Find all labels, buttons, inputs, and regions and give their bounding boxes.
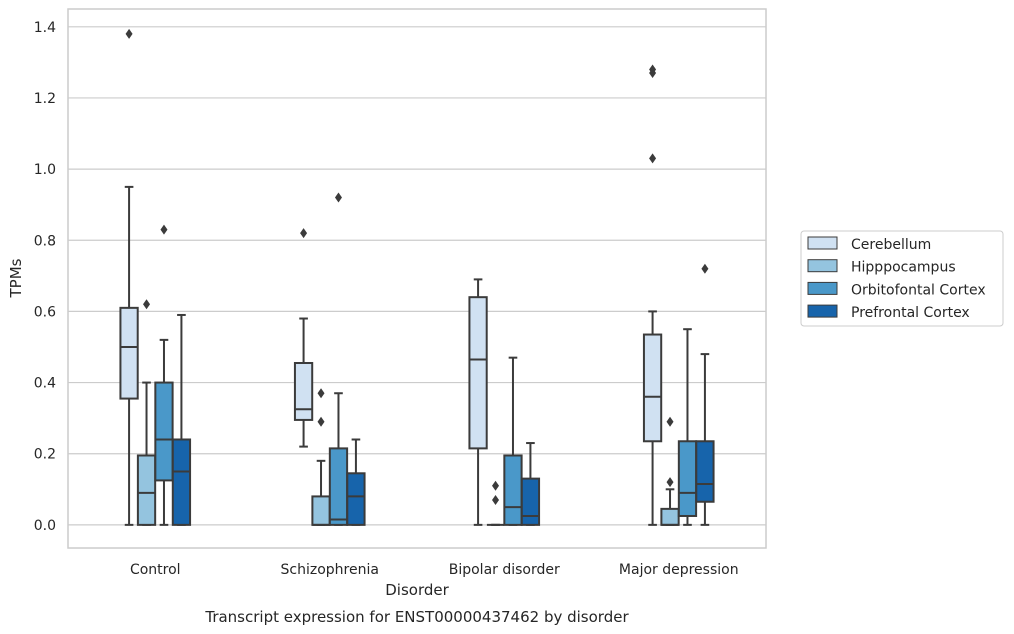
- box-groups: [119, 28, 715, 526]
- legend-swatch: [807, 304, 838, 318]
- box-hipppocampus: [660, 507, 680, 526]
- box-cerebellum: [642, 333, 663, 443]
- box-orbitofontal-cortex: [328, 447, 349, 526]
- box-cerebellum: [119, 306, 139, 400]
- outlier-marker: [701, 263, 709, 274]
- y-tick-label: 0.2: [34, 447, 56, 463]
- outlier-marker: [143, 299, 151, 310]
- outlier-marker: [492, 480, 500, 491]
- box-hipppocampus: [311, 495, 331, 526]
- box-group-major-depression: [642, 64, 715, 526]
- outlier-marker: [334, 192, 342, 203]
- legend-swatch: [807, 236, 838, 250]
- outlier-marker: [649, 153, 657, 164]
- outlier-marker: [492, 494, 500, 505]
- outlier-marker: [160, 224, 168, 235]
- box-group-control: [119, 28, 192, 526]
- box-group-schizophrenia: [293, 192, 366, 526]
- y-tick-label: 0.0: [34, 518, 56, 534]
- outlier-marker: [666, 416, 674, 427]
- y-tick-label: 0.6: [34, 304, 56, 320]
- legend-label: Orbitofontal Cortex: [851, 282, 986, 298]
- box-prefrontal-cortex: [346, 472, 366, 526]
- y-tick-labels: 0.0 0.2 0.4 0.6 0.8 1.0 1.2 1.4: [34, 20, 56, 534]
- y-tick-label: 1.0: [34, 162, 56, 178]
- box-cerebellum: [468, 296, 488, 450]
- box-hipppocampus: [136, 454, 157, 526]
- outlier-marker: [125, 28, 133, 39]
- x-tick-label: Major depression: [619, 562, 739, 578]
- outlier-marker: [649, 64, 657, 75]
- outlier-marker: [666, 477, 674, 488]
- box-prefrontal-cortex: [695, 440, 715, 503]
- x-tick-labels: Control Schizophrenia Bipolar disorder Majo…: [130, 562, 739, 578]
- x-axis-label: Disorder: [385, 581, 449, 599]
- box-prefrontal-cortex: [520, 477, 541, 526]
- y-axis-label: TPMs: [7, 258, 25, 298]
- x-tick-label: Control: [130, 562, 181, 578]
- x-tick-label: Bipolar disorder: [449, 562, 560, 578]
- legend-swatch: [807, 259, 838, 273]
- y-tick-label: 1.4: [34, 20, 56, 36]
- plot-area-frame: [67, 8, 767, 549]
- box-group-bipolar-disorder: [468, 278, 541, 526]
- legend-swatch: [807, 281, 838, 295]
- legend-label: Hipppocampus: [851, 260, 956, 276]
- box-orbitofontal-cortex: [154, 381, 174, 482]
- box-cerebellum: [293, 361, 314, 421]
- outlier-marker: [317, 388, 325, 399]
- outlier-marker: [300, 228, 308, 239]
- box-orbitofontal-cortex: [503, 454, 523, 526]
- outlier-marker: [317, 416, 325, 427]
- legend-label: Prefrontal Cortex: [851, 305, 970, 321]
- x-tick-label: Schizophrenia: [281, 562, 379, 578]
- y-tick-label: 1.2: [34, 91, 56, 107]
- box-prefrontal-cortex: [171, 438, 192, 526]
- box-orbitofontal-cortex: [677, 440, 698, 517]
- legend-label: Cerebellum: [851, 237, 931, 253]
- y-tick-label: 0.4: [34, 376, 56, 392]
- chart-caption: Transcript expression for ENST0000043746…: [204, 608, 629, 626]
- legend: Cerebellum Hipppocampus Orbitofontal Corte…: [800, 230, 1004, 327]
- legend-frame: [800, 230, 1004, 327]
- y-tick-label: 0.8: [34, 233, 56, 249]
